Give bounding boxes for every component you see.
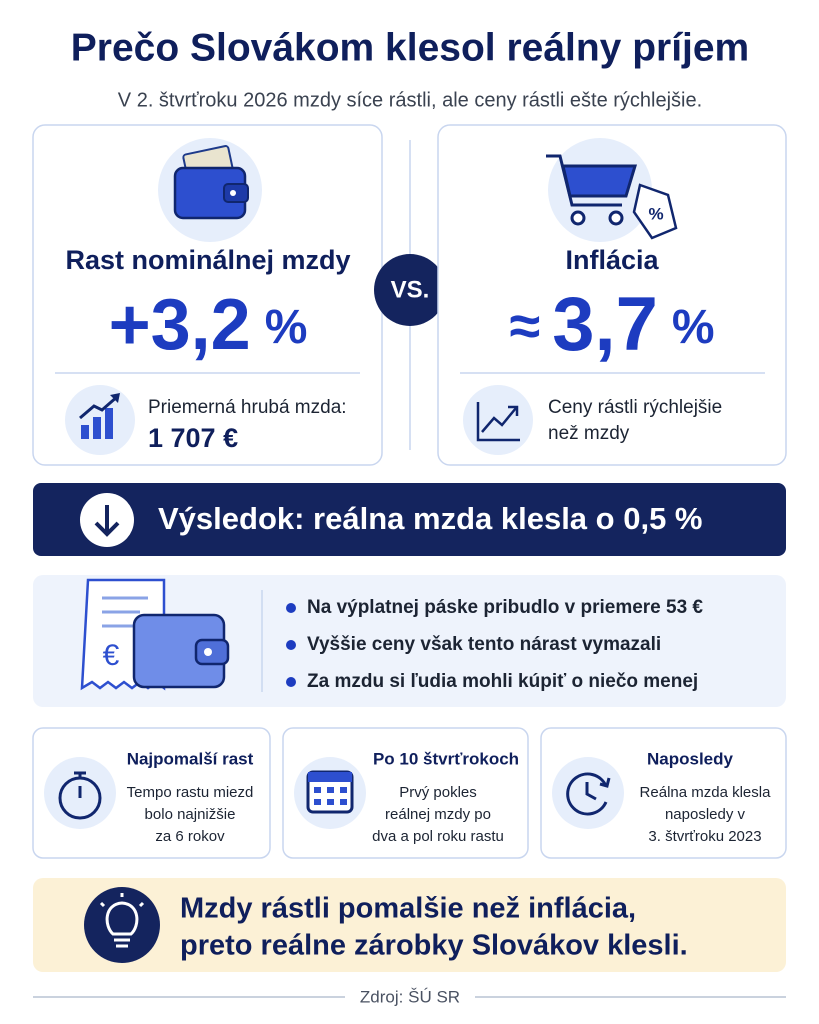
- wallet-button: [230, 190, 236, 196]
- subtitle: V 2. štvrťroku 2026 mzdy síce rástli, al…: [118, 89, 702, 111]
- bulb-icon: [99, 893, 145, 948]
- fact-text: dva a pol roku rastu: [372, 828, 504, 845]
- growth-bars-icon: [79, 393, 120, 439]
- bulb-ray: [138, 901, 145, 908]
- calendar-days: [314, 787, 347, 805]
- cart-wheel: [608, 210, 624, 226]
- wage-note-label: Priemerná hrubá mzda:: [148, 397, 347, 418]
- euro-sign: €: [103, 639, 120, 672]
- wallet-button: [204, 648, 212, 656]
- bullet-dot: [286, 603, 296, 613]
- conclusion-box: [33, 878, 786, 972]
- bullet-text: Na výplatnej páske pribudlo v priemere 5…: [307, 597, 703, 618]
- arrow-head: [110, 393, 120, 403]
- fact-text: reálnej mzdy po: [385, 806, 491, 823]
- bullet-dot: [286, 640, 296, 650]
- inflation-note: Ceny rástli rýchlejšie: [548, 397, 722, 418]
- fact-text: 3. štvrťroku 2023: [648, 828, 761, 845]
- wage-note-value: 1 707 €: [148, 423, 238, 453]
- payslip-wallet-illustration: €: [80, 578, 230, 691]
- calendar-icon: [306, 770, 354, 814]
- title: Prečo Slovákom klesol reálny príjem: [71, 26, 749, 69]
- bullet-text: Za mzdu si ľudia mohli kúpiť o niečo men…: [307, 671, 698, 692]
- calendar-header: [308, 772, 352, 782]
- cart-icon: %: [546, 154, 678, 240]
- trend-line: [481, 407, 517, 433]
- wage-label: Rast nominálnej mzdy: [65, 245, 350, 275]
- arrow-head: [94, 521, 120, 537]
- trend-axes: [476, 402, 520, 442]
- bullet-text: Vyššie ceny však tento nárast vymazali: [307, 634, 661, 655]
- bulb-icon-bg: [84, 887, 160, 963]
- conclusion-text: preto reálne zárobky Slovákov klesli.: [180, 930, 688, 962]
- result-bar: [33, 483, 786, 556]
- cart-wheel: [570, 210, 586, 226]
- fact-text: Reálna mzda klesla: [640, 784, 772, 801]
- fact-text: bolo najnižšie: [145, 806, 236, 823]
- inflation-value: ≈3,7%: [509, 282, 714, 367]
- wallet-icon: [173, 145, 249, 220]
- wage-number: +3,2: [109, 285, 251, 365]
- arrow-line: [79, 394, 119, 420]
- fact-text: Tempo rastu miezd: [127, 784, 254, 801]
- clock-icon: [566, 772, 611, 816]
- source: Zdroj: ŠÚ SR: [360, 987, 460, 1006]
- bulb-ray: [99, 901, 106, 908]
- conclusion-text: Mzdy rástli pomalšie než inflácia,: [180, 893, 636, 925]
- tag-symbol: %: [648, 204, 663, 223]
- bar-icon: [81, 425, 89, 439]
- result-text: Výsledok: reálna mzda klesla o 0,5 %: [158, 501, 702, 536]
- inflation-card: [437, 124, 787, 466]
- inflation-unit: %: [672, 301, 715, 354]
- fact-text: Prvý pokles: [399, 784, 477, 801]
- inflation-note: než mzdy: [548, 423, 630, 444]
- wage-unit: %: [265, 301, 308, 354]
- fact-title: Naposledy: [647, 749, 734, 768]
- clock-hands: [585, 782, 597, 801]
- fact-title: Po 10 štvrťrokoch: [373, 749, 519, 768]
- clock-arrow: [599, 777, 611, 788]
- trend-head: [508, 405, 519, 416]
- price-tag: [632, 183, 678, 240]
- bar-icon: [93, 417, 101, 439]
- clock-arc: [566, 772, 608, 816]
- wage-value: +3,2%: [109, 285, 308, 365]
- bulb-glass: [105, 901, 139, 936]
- fact-text: za 6 rokov: [155, 828, 225, 845]
- stopwatch-icon: [58, 771, 102, 820]
- trend-icon: [476, 402, 520, 442]
- down-arrow-icon: [94, 505, 120, 537]
- bullet-dot: [286, 677, 296, 687]
- vs-text: VS.: [391, 276, 430, 303]
- bar-icon: [105, 408, 113, 439]
- inflation-number: 3,7: [552, 282, 658, 367]
- inflation-prefix: ≈: [509, 294, 540, 357]
- fact-text: naposledy v: [665, 806, 746, 823]
- inflation-label: Inflácia: [565, 245, 659, 275]
- fact-title: Najpomalší rast: [127, 749, 254, 768]
- cart-basket: [561, 164, 638, 198]
- vs-badge: [374, 254, 446, 326]
